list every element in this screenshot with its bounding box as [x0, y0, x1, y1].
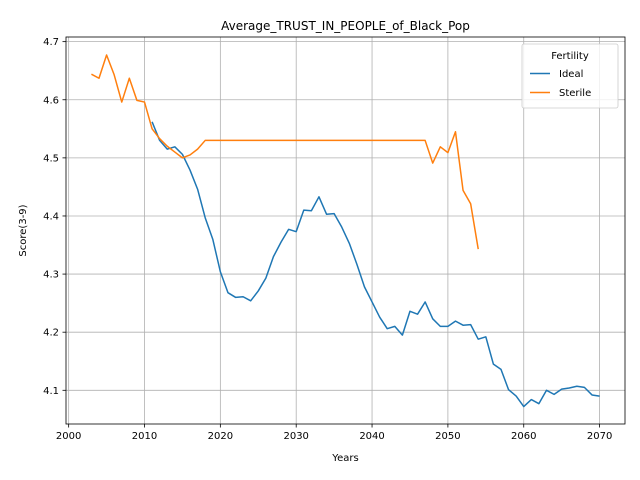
- legend-label-sterile: Sterile: [559, 88, 591, 99]
- series-line-ideal: [151, 121, 600, 408]
- plot-frame: [65, 36, 626, 425]
- chart-title: Average_TRUST_IN_PEOPLE_of_Black_Pop: [221, 19, 470, 33]
- y-tick-label: 4.1: [43, 386, 59, 397]
- y-tick-label: 4.5: [43, 153, 59, 164]
- legend-label-ideal: Ideal: [559, 69, 583, 80]
- x-tick-label: 2020: [208, 431, 233, 442]
- x-tick-label: 2040: [359, 431, 384, 442]
- y-tick-label: 4.7: [43, 37, 59, 48]
- x-tick-label: 2070: [587, 431, 612, 442]
- x-tick-label: 2050: [435, 431, 460, 442]
- legend: Fertility Ideal Sterile: [521, 43, 619, 109]
- x-tick-label: 2060: [511, 431, 536, 442]
- x-tick-label: 2000: [56, 431, 81, 442]
- y-axis-label: Score(3-9): [18, 204, 29, 256]
- x-axis-label: Years: [331, 453, 358, 464]
- y-tick-label: 4.4: [43, 211, 59, 222]
- y-tick-label: 4.2: [43, 328, 59, 339]
- series-lines: [91, 54, 600, 408]
- legend-title: Fertility: [551, 51, 589, 62]
- y-tick-label: 4.3: [43, 270, 59, 281]
- y-tick-label: 4.6: [43, 95, 59, 106]
- series-line-sterile: [91, 54, 479, 250]
- x-tick-label: 2030: [283, 431, 308, 442]
- axis-ticks: 2000 2010 2020 2030 2040 2050 2060 2070 4.1 4.2 4.…: [43, 37, 612, 442]
- x-tick-label: 2010: [132, 431, 157, 442]
- legend-items: Ideal Sterile: [530, 69, 591, 99]
